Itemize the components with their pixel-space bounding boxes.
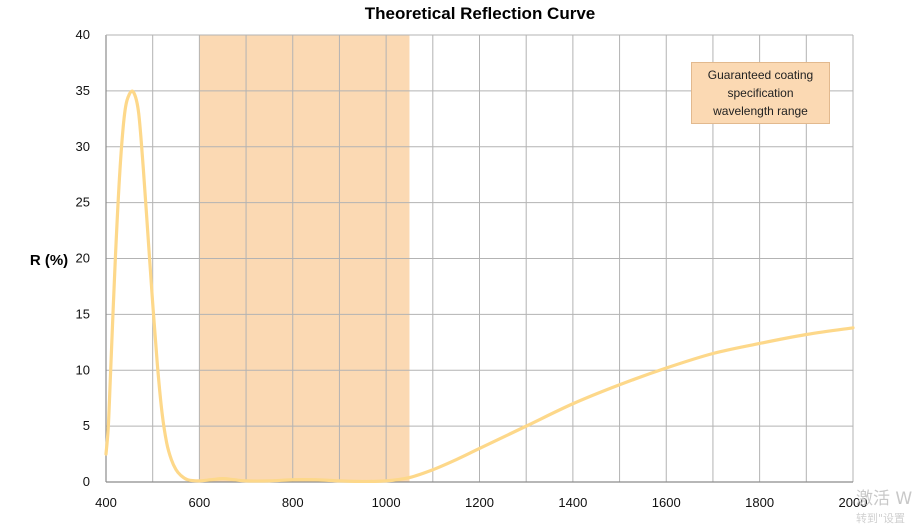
tick-layer: 400 600 800 1000 1200 1400 1600 1800 2000 0 5 10 15 2…	[76, 27, 868, 510]
y-tick-label-20: 20	[76, 251, 90, 266]
legend-line-1: Guaranteed coating	[707, 68, 814, 82]
y-axis-label: R (%)	[30, 252, 68, 269]
y-tick-label-5: 5	[83, 418, 90, 433]
y-tick-label-25: 25	[76, 195, 90, 210]
grid-layer	[105, 34, 854, 483]
x-tick-label-600: 600	[189, 495, 211, 510]
series-layer	[104, 89, 855, 484]
y-tick-label-0: 0	[83, 474, 90, 489]
y-tick-label-35: 35	[76, 83, 90, 98]
series-line-0	[104, 89, 855, 484]
spec-range-legend: Guaranteed coating specification wavelen…	[691, 62, 830, 124]
chart-title: Theoretical Reflection Curve	[365, 4, 596, 23]
legend-line-2: specification	[727, 86, 794, 100]
x-tick-label-1800: 1800	[745, 495, 774, 510]
y-tick-label-15: 15	[76, 306, 90, 321]
y-tick-label-10: 10	[76, 362, 90, 377]
x-tick-label-1000: 1000	[372, 495, 401, 510]
x-tick-label-800: 800	[282, 495, 304, 510]
x-tick-label-1200: 1200	[465, 495, 494, 510]
legend-line-3: wavelength range	[713, 104, 808, 118]
x-tick-label-1600: 1600	[652, 495, 681, 510]
y-tick-label-40: 40	[76, 27, 90, 42]
x-tick-label-1400: 1400	[558, 495, 587, 510]
y-tick-label-30: 30	[76, 139, 90, 154]
watermark-subtext: 转到"设置	[856, 512, 906, 525]
watermark-text: 激活 W	[856, 489, 913, 509]
x-tick-label-2000: 2000	[839, 495, 868, 510]
x-tick-label-400: 400	[95, 495, 117, 510]
